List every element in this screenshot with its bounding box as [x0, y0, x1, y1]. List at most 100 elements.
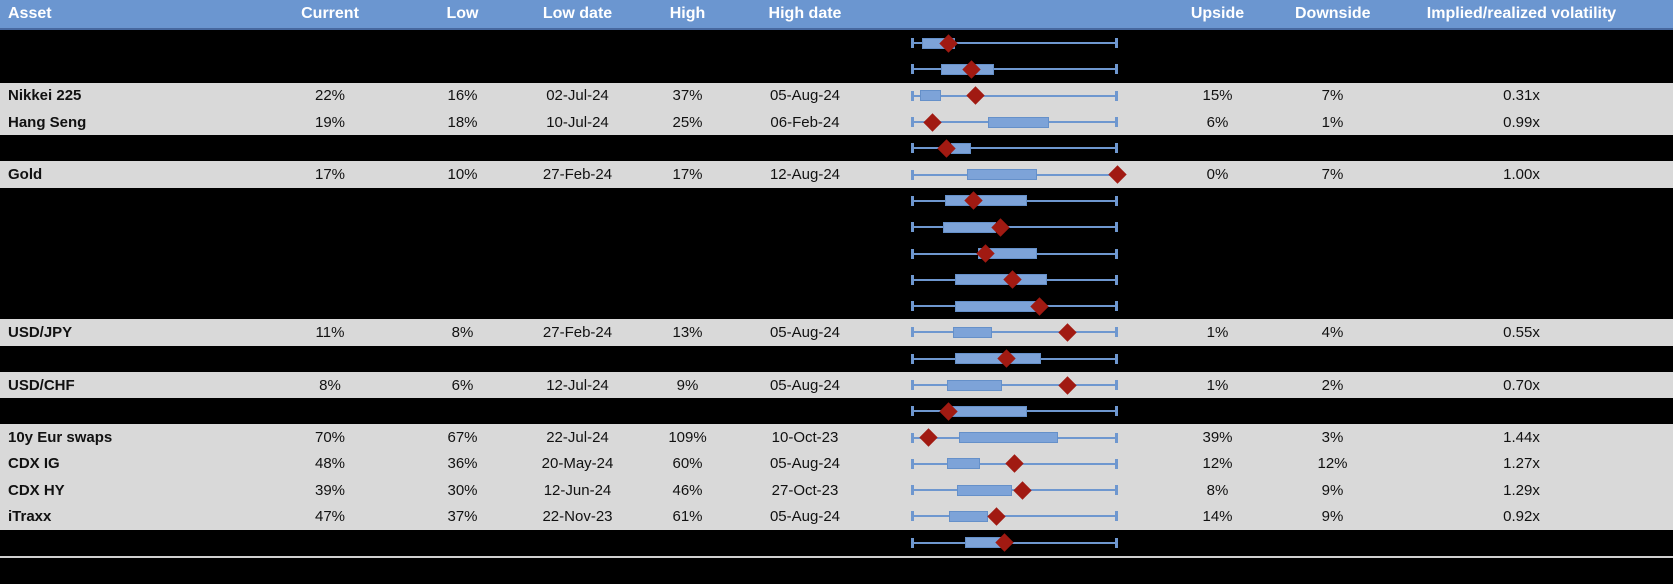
col-header-high-date: High date: [768, 5, 842, 22]
cell-implied-realized-volatility: 0.55x: [1503, 323, 1540, 341]
cell-implied-realized-volatility: 1.00x: [1503, 166, 1540, 184]
cell-asset: USD/CHF: [8, 376, 75, 394]
cell-low-date: 12-Jul-24: [546, 376, 609, 394]
diamond-marker-icon: [923, 112, 942, 132]
cell-range-chart: [855, 83, 1140, 109]
cell-range-chart: [855, 135, 1140, 161]
whisker-line: [912, 147, 1117, 150]
range-box: [920, 90, 941, 102]
cell-upside: 12%: [1202, 455, 1233, 473]
cell-range-chart: [855, 214, 1140, 240]
col-header-low-date: Low date: [542, 5, 613, 22]
whisker-cap-right: [1115, 537, 1118, 548]
cell-range-chart: [855, 109, 1140, 135]
cell-low: 67%: [447, 429, 478, 447]
cell-range-chart: [855, 424, 1140, 450]
cell-implied-realized-volatility: 0.99x: [1503, 113, 1540, 131]
cell-high-date: 05-Aug-24: [769, 87, 841, 105]
cell-downside: 9%: [1321, 481, 1344, 499]
hidden-row: [0, 266, 1673, 293]
cell-range-chart: [855, 267, 1140, 293]
range-box: [959, 432, 1058, 444]
cell-high-date: 06-Feb-24: [770, 113, 840, 131]
range-box: [942, 221, 997, 233]
whisker-cap-left: [911, 274, 914, 285]
cell-implied-realized-volatility: 1.27x: [1503, 455, 1540, 473]
whisker-cap-right: [1115, 380, 1118, 390]
cell-range-chart: [855, 451, 1140, 477]
whisker-cap-left: [911, 458, 914, 469]
cell-asset: 10y Eur swaps: [8, 429, 113, 447]
whisker-line: [912, 42, 1117, 45]
whisker-cap-left: [911, 327, 914, 338]
cell-range-chart: [855, 398, 1140, 424]
range-box: [967, 169, 1038, 181]
diamond-marker-icon: [1005, 454, 1024, 474]
cell-low: 18%: [447, 113, 478, 131]
cell-implied-realized-volatility: 0.31x: [1503, 87, 1540, 105]
whisker-cap-left: [911, 511, 914, 522]
whisker-line: [912, 94, 1117, 97]
cell-range-chart: [855, 188, 1140, 214]
cell-current: 19%: [314, 113, 346, 131]
footer-black-band: [0, 557, 1673, 584]
cell-asset: iTraxx: [8, 507, 52, 525]
whisker-cap-right: [1115, 301, 1118, 312]
hidden-row: [0, 187, 1673, 215]
cell-high: 25%: [672, 113, 703, 131]
cell-low-date: 02-Jul-24: [546, 87, 609, 105]
cell-range-chart: [855, 346, 1140, 372]
hidden-row: [0, 345, 1673, 372]
range-box: [955, 274, 1048, 286]
cell-range-chart: [855, 530, 1140, 556]
cell-range-chart: [855, 56, 1140, 82]
whisker-cap-right: [1115, 458, 1118, 469]
cell-low: 8%: [451, 323, 474, 341]
cell-implied-realized-volatility: 0.92x: [1503, 507, 1540, 525]
cell-low-date: 27-Feb-24: [542, 323, 613, 341]
whisker-line: [912, 384, 1117, 386]
cell-upside: 6%: [1206, 113, 1229, 131]
whisker-line: [912, 541, 1117, 544]
cell-low-date: 20-May-24: [541, 455, 614, 473]
cell-low: 37%: [447, 507, 478, 525]
whisker-cap-right: [1115, 274, 1118, 285]
hidden-row: [0, 135, 1673, 162]
cell-high-date: 05-Aug-24: [769, 507, 841, 525]
hidden-row: [0, 214, 1673, 241]
bottom-divider: [0, 555, 1673, 558]
cell-low: 16%: [447, 87, 478, 105]
whisker-line: [912, 226, 1117, 229]
cell-current: 17%: [314, 166, 346, 184]
cell-high: 46%: [672, 481, 703, 499]
cell-high: 13%: [672, 323, 703, 341]
range-box: [946, 379, 1003, 391]
cell-range-chart: [855, 240, 1140, 266]
whisker-line: [912, 68, 1117, 71]
cell-high: 37%: [672, 87, 703, 105]
cell-downside: 7%: [1321, 166, 1344, 184]
cell-asset: USD/JPY: [8, 323, 73, 341]
cell-current: 8%: [319, 376, 341, 394]
whisker-line: [912, 331, 1117, 334]
whisker-cap-left: [911, 432, 914, 443]
whisker-cap-left: [911, 90, 914, 101]
cell-low-date: 27-Feb-24: [542, 166, 613, 184]
hidden-row: [0, 292, 1673, 320]
range-box: [944, 195, 1027, 207]
whisker-cap-right: [1115, 406, 1118, 417]
range-box: [987, 116, 1050, 128]
cell-upside: 0%: [1206, 166, 1229, 184]
whisker-cap-right: [1115, 64, 1118, 75]
cell-downside: 12%: [1317, 455, 1348, 473]
diamond-marker-icon: [1058, 375, 1077, 395]
cell-low-date: 22-Jul-24: [546, 429, 609, 447]
range-box: [950, 405, 1027, 417]
whisker-line: [912, 515, 1117, 518]
table-row-nikkei-225: Nikkei 225 22% 16% 02-Jul-24 37% 05-Aug-…: [0, 82, 1673, 109]
cell-downside: 3%: [1321, 429, 1344, 447]
cell-low: 36%: [447, 455, 478, 473]
cell-current: 22%: [314, 87, 346, 105]
cell-low-date: 12-Jun-24: [543, 481, 612, 499]
